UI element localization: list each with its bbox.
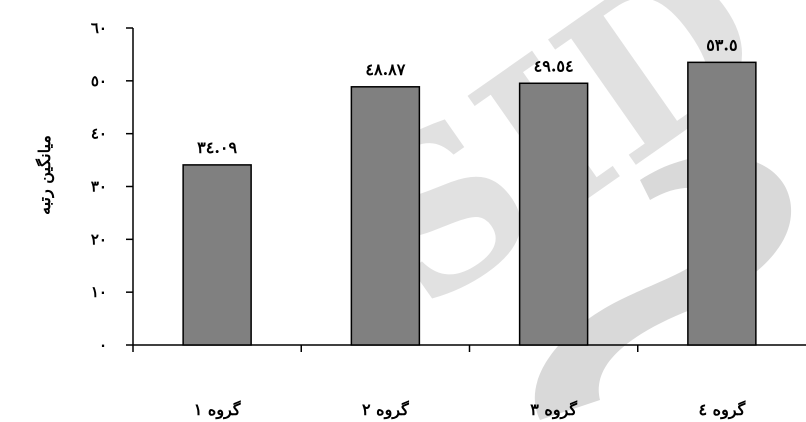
y-tick-label: ٣٠ bbox=[91, 178, 107, 196]
data-label: ٤٨.٨٧ bbox=[365, 60, 405, 79]
y-tick-label: ٥٠ bbox=[91, 72, 107, 90]
y-tick-label: ٢٠ bbox=[91, 230, 107, 248]
data-label: ٣٤.٠٩ bbox=[197, 138, 237, 157]
bar bbox=[687, 61, 757, 346]
x-tick-label: گروه ۳ bbox=[530, 400, 577, 420]
bar bbox=[518, 82, 589, 346]
y-tick-label: ٦٠ bbox=[91, 19, 107, 37]
x-tick-label: گروه ۲ bbox=[362, 400, 409, 420]
bar bbox=[182, 164, 252, 346]
chart-bars bbox=[182, 61, 757, 346]
y-tick-label: ٠ bbox=[99, 336, 107, 354]
data-label: ٤٩.٥٤ bbox=[534, 56, 574, 75]
y-tick-label: ١٠ bbox=[91, 283, 107, 301]
y-axis-label: میانگین رتبه bbox=[35, 135, 55, 215]
y-tick-label: ٤٠ bbox=[91, 125, 107, 143]
data-label: ٥٣.٥ bbox=[706, 35, 737, 54]
chart-labels: ٣٤.٠٩ گروه ۱ ٤٨.٨٧ گروه ۲ ٤٩.٥٤ گروه ۳ ٥٣.٥ گرو… bbox=[194, 35, 746, 420]
x-tick-label: گروه ۱ bbox=[194, 400, 241, 420]
x-tick-label: گروه ٤ bbox=[699, 400, 746, 420]
bar bbox=[350, 86, 421, 346]
